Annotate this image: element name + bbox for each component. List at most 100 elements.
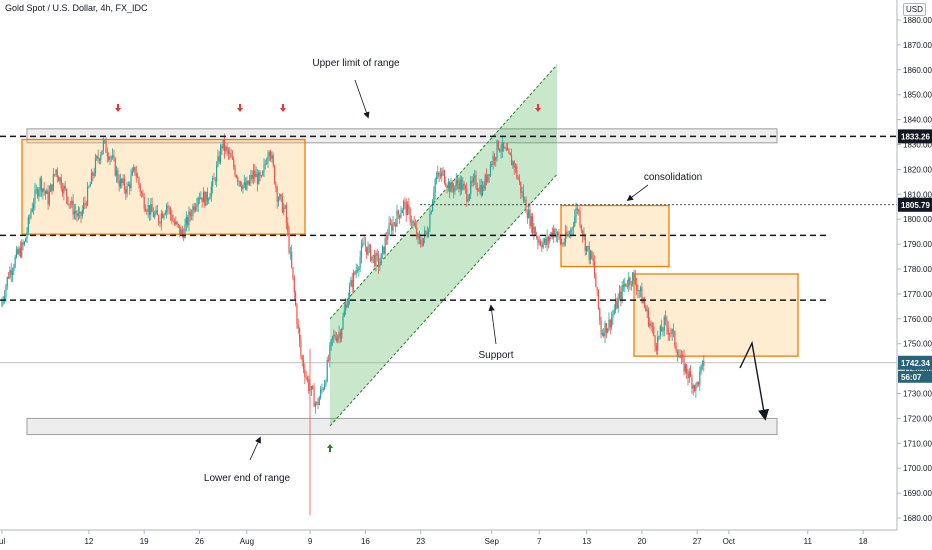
candle-body	[146, 210, 148, 212]
candle-body	[538, 241, 540, 243]
candle-body	[634, 275, 636, 284]
candle-body	[567, 234, 569, 237]
candle-body	[649, 323, 651, 326]
candle-body	[601, 332, 603, 335]
candle-body	[388, 223, 390, 236]
candle-body	[209, 196, 211, 200]
candle-body	[442, 170, 444, 173]
candle-body	[371, 256, 373, 261]
candle-body	[152, 211, 155, 218]
candle-body	[306, 377, 309, 380]
candle-body	[570, 229, 572, 236]
candle-body	[633, 272, 635, 276]
candle-body	[489, 164, 492, 176]
candle-body	[628, 277, 630, 287]
candle-body	[259, 172, 261, 177]
candle-body	[330, 339, 332, 346]
candle-body	[329, 345, 331, 361]
price-label-box	[898, 129, 932, 144]
candle-body	[374, 254, 376, 266]
candle-body	[34, 189, 36, 204]
y-tick-label: 1710.00	[903, 439, 932, 448]
candle-body	[409, 208, 411, 223]
candle-body	[675, 345, 677, 352]
consolidation-pointer	[626, 184, 649, 201]
candle-body	[393, 222, 395, 224]
candle-body	[591, 251, 593, 259]
candle-body	[242, 185, 244, 190]
y-tick-label: 1680.00	[903, 514, 932, 523]
candle-body	[642, 301, 644, 304]
candle-body	[479, 185, 481, 192]
candle-body	[646, 309, 648, 312]
candle-body	[241, 185, 243, 190]
candle-body	[595, 275, 597, 288]
candle-body	[310, 386, 313, 390]
candle-body	[468, 194, 471, 200]
candle-body	[447, 181, 449, 188]
candle-body	[367, 246, 369, 255]
candle-body	[144, 208, 147, 211]
candle-body	[472, 177, 474, 183]
candle-body	[137, 176, 139, 178]
candle-body	[333, 334, 335, 337]
candle-body	[250, 175, 252, 180]
candle-body	[140, 192, 143, 194]
candle-body	[355, 270, 357, 274]
x-tick-label: Aug	[240, 537, 254, 546]
candle-body	[226, 146, 228, 150]
candle-body	[231, 157, 234, 160]
candle-body	[208, 199, 210, 201]
candle-body	[549, 236, 551, 242]
candle-body	[666, 319, 668, 328]
candle-body	[68, 203, 70, 205]
currency-badge[interactable]: USD	[903, 3, 926, 16]
candle-body	[244, 182, 247, 190]
x-tick-label: ul	[0, 537, 5, 546]
candle-body	[693, 385, 696, 392]
candle-body	[441, 172, 443, 177]
candle-body	[659, 326, 661, 337]
x-tick-label: 16	[361, 537, 370, 546]
projection-path	[739, 340, 770, 421]
y-tick-label: 1870.00	[903, 41, 932, 50]
candle-body	[176, 221, 178, 225]
upper-pointer	[354, 79, 370, 119]
candle-body	[456, 180, 459, 184]
candle-body	[293, 277, 295, 293]
candle-body	[204, 192, 206, 206]
candle-body	[46, 190, 48, 194]
x-tick-label: 20	[637, 537, 646, 546]
candle-body	[4, 296, 6, 300]
candle-body	[501, 142, 503, 152]
candle-body	[366, 246, 368, 255]
candle-body	[94, 158, 97, 174]
candle-body	[584, 234, 586, 252]
candle-body	[262, 171, 264, 176]
candle-body	[133, 166, 135, 171]
candle-body	[604, 323, 606, 337]
candle-body	[125, 189, 127, 194]
candle-body	[280, 194, 282, 196]
candle-body	[636, 283, 638, 291]
candle-body	[5, 286, 7, 297]
candle-body	[229, 153, 231, 154]
candle-body	[641, 287, 643, 304]
candle-body	[435, 177, 438, 180]
consolidation-label: consolidation	[644, 172, 702, 183]
candle-body	[589, 251, 592, 260]
candle-body	[155, 210, 157, 214]
candle-body	[443, 170, 445, 184]
candle-body	[287, 223, 289, 232]
candle-body	[416, 227, 418, 238]
candle-body	[291, 251, 293, 268]
price-label-text: 1833.26	[901, 132, 930, 141]
candle-body	[542, 242, 544, 248]
candle-body	[670, 333, 672, 335]
candle-body	[474, 175, 476, 178]
candle-body	[138, 177, 140, 185]
candle-body	[593, 261, 596, 276]
candle-body	[543, 238, 546, 243]
x-tick-label: 27	[693, 537, 702, 546]
